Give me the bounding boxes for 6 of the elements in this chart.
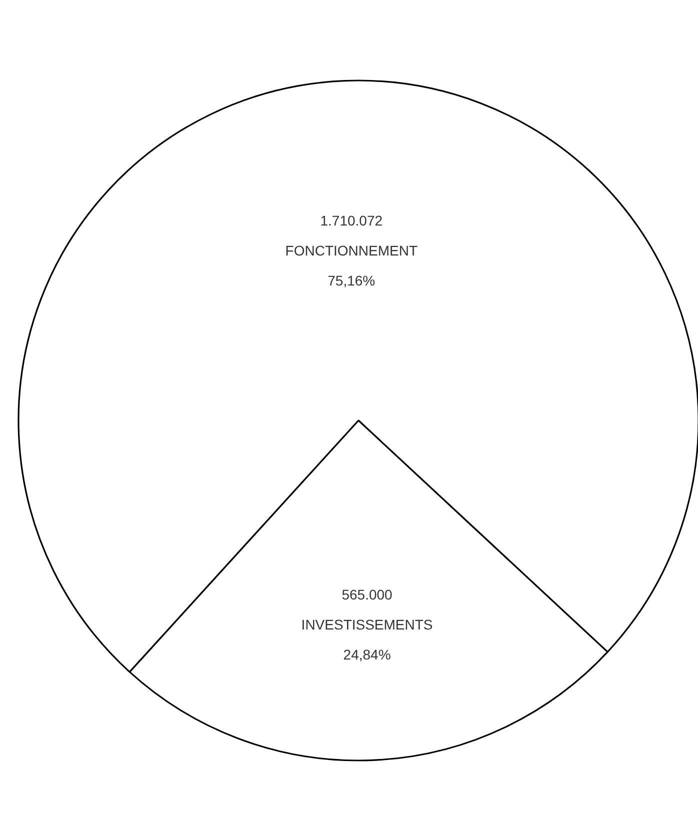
text: 75,16% [328,272,376,289]
slice-label: INVESTISSEMENTS [301,616,433,632]
text: 24,84% [343,646,391,662]
data-label: 1.710.072 [320,212,383,229]
slice-label: FONCTIONNEMENT [285,242,418,259]
data-label: 565.000 [342,586,393,602]
